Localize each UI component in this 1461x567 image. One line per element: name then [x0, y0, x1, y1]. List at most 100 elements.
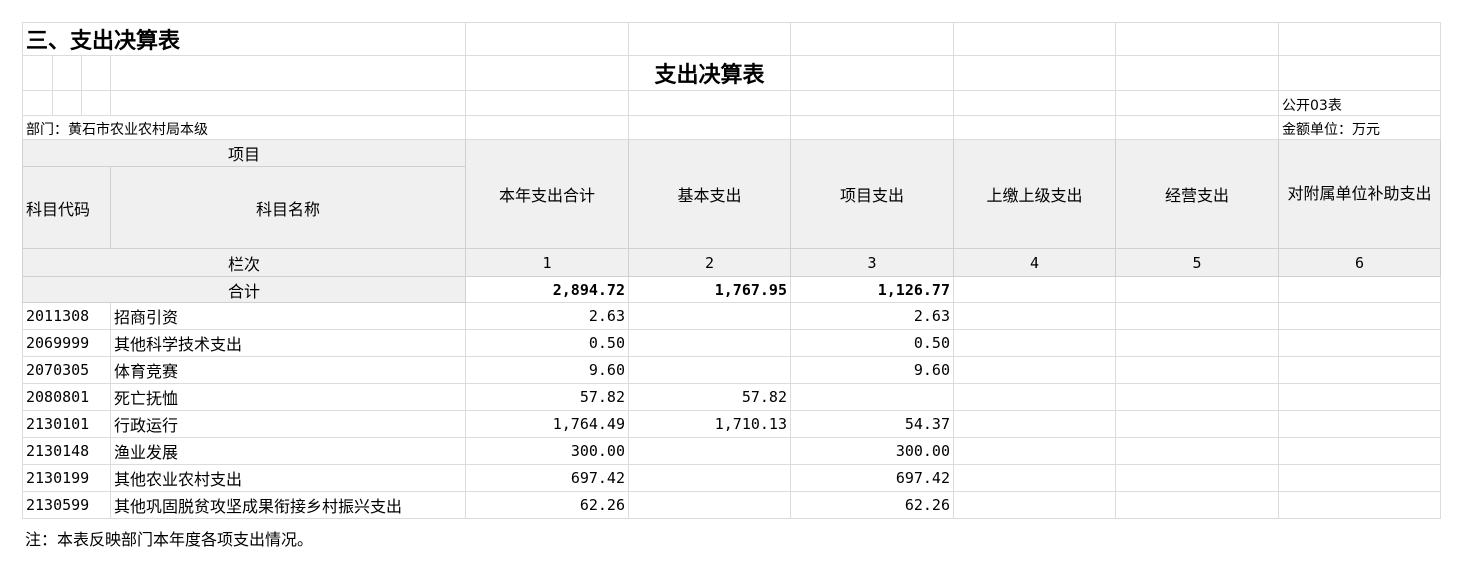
total-row: 合计 2,894.72 1,767.95 1,126.77: [22, 276, 1441, 303]
amount-cell: [628, 329, 791, 357]
table-row: 2069999 其他科学技术支出 0.50 0.50: [22, 329, 1441, 357]
amount-cell: 57.82: [465, 383, 629, 411]
subject-code: 2130101: [22, 410, 111, 438]
header-total-expenditure: 本年支出合计: [465, 139, 629, 249]
header-operating-expenditure: 经营支出: [1115, 139, 1279, 249]
amount-cell: [1115, 302, 1279, 330]
amount-cell: [790, 383, 954, 411]
amount-cell: 2.63: [465, 302, 629, 330]
subject-code: 2080801: [22, 383, 111, 411]
table-row: 2130199 其他农业农村支出 697.42 697.42: [22, 464, 1441, 492]
index-cell: 2: [628, 248, 791, 277]
index-cell: 1: [465, 248, 629, 277]
department-label: 部门：黄石市农业农村局本级: [22, 115, 466, 140]
amount-cell: 9.60: [790, 356, 954, 384]
amount-cell: [1115, 356, 1279, 384]
section-heading: 三、支出决算表: [22, 22, 466, 56]
amount-cell: [1278, 302, 1441, 330]
amount-cell: [1278, 491, 1441, 519]
amount-cell: [1115, 329, 1279, 357]
table-row: 2130599 其他巩固脱贫攻坚成果衔接乡村振兴支出 62.26 62.26: [22, 491, 1441, 519]
subject-code: 2069999: [22, 329, 111, 357]
amount-cell: [1278, 356, 1441, 384]
amount-cell: [953, 383, 1116, 411]
total-cell: [1278, 276, 1441, 303]
amount-cell: [628, 464, 791, 492]
amount-cell: [1278, 410, 1441, 438]
table-title: 支出决算表: [628, 55, 791, 91]
header-project: 项目: [22, 139, 466, 167]
amount-cell: 300.00: [465, 437, 629, 465]
amount-cell: [628, 437, 791, 465]
amount-cell: [1115, 437, 1279, 465]
subject-name: 其他巩固脱贫攻坚成果衔接乡村振兴支出: [110, 491, 466, 519]
header-code: 科目代码: [22, 166, 111, 249]
subject-code: 2011308: [22, 302, 111, 330]
amount-cell: [1115, 491, 1279, 519]
expenditure-table: 三、支出决算表 支出决算表 公开03表 部门：黄石市农业农村局本级 金额单位：万…: [22, 22, 1441, 519]
subject-name: 死亡抚恤: [110, 383, 466, 411]
amount-cell: [953, 464, 1116, 492]
amount-cell: [1278, 464, 1441, 492]
amount-cell: 0.50: [465, 329, 629, 357]
amount-cell: 1,710.13: [628, 410, 791, 438]
subject-name: 行政运行: [110, 410, 466, 438]
amount-cell: [1115, 410, 1279, 438]
subject-code: 2130148: [22, 437, 111, 465]
table-row: 2080801 死亡抚恤 57.82 57.82: [22, 383, 1441, 411]
subject-code: 2130599: [22, 491, 111, 519]
index-cell: 6: [1278, 248, 1441, 277]
amount-cell: 1,764.49: [465, 410, 629, 438]
amount-cell: [1115, 464, 1279, 492]
header-basic-expenditure: 基本支出: [628, 139, 791, 249]
subject-name: 其他科学技术支出: [110, 329, 466, 357]
form-number: 公开03表: [1278, 90, 1441, 116]
total-cell: 1,767.95: [628, 276, 791, 303]
total-cell: 2,894.72: [465, 276, 629, 303]
table-row: 2130148 渔业发展 300.00 300.00: [22, 437, 1441, 465]
amount-cell: [953, 302, 1116, 330]
index-cell: 3: [790, 248, 954, 277]
amount-cell: 2.63: [790, 302, 954, 330]
index-cell: 4: [953, 248, 1116, 277]
table-row: 2070305 体育竞赛 9.60 9.60: [22, 356, 1441, 384]
amount-cell: [1278, 437, 1441, 465]
index-cell: 5: [1115, 248, 1279, 277]
header-remit-expenditure: 上缴上级支出: [953, 139, 1116, 249]
amount-cell: [953, 356, 1116, 384]
subject-name: 渔业发展: [110, 437, 466, 465]
amount-cell: [953, 437, 1116, 465]
amount-cell: 300.00: [790, 437, 954, 465]
subject-name: 其他农业农村支出: [110, 464, 466, 492]
subject-name: 体育竞赛: [110, 356, 466, 384]
table-row: 2130101 行政运行 1,764.49 1,710.13 54.37: [22, 410, 1441, 438]
amount-cell: [1115, 383, 1279, 411]
total-cell: [953, 276, 1116, 303]
amount-cell: 9.60: [465, 356, 629, 384]
amount-cell: 697.42: [790, 464, 954, 492]
footnote: 注：本表反映部门本年度各项支出情况。: [25, 530, 314, 549]
row-index-label: 栏次: [22, 248, 466, 277]
subject-code: 2130199: [22, 464, 111, 492]
amount-cell: [628, 491, 791, 519]
total-cell: 1,126.77: [790, 276, 954, 303]
amount-cell: [953, 491, 1116, 519]
subject-name: 招商引资: [110, 302, 466, 330]
subject-code: 2070305: [22, 356, 111, 384]
amount-cell: [628, 302, 791, 330]
amount-cell: 0.50: [790, 329, 954, 357]
amount-cell: 57.82: [628, 383, 791, 411]
amount-cell: [953, 410, 1116, 438]
total-cell: [1115, 276, 1279, 303]
amount-cell: 62.26: [790, 491, 954, 519]
amount-cell: [953, 329, 1116, 357]
header-subsidy-expenditure: 对附属单位补助支出: [1278, 139, 1441, 249]
amount-cell: [628, 356, 791, 384]
table-row: 2011308 招商引资 2.63 2.63: [22, 302, 1441, 330]
header-name: 科目名称: [110, 166, 466, 249]
total-label: 合计: [22, 276, 466, 303]
amount-cell: 54.37: [790, 410, 954, 438]
amount-cell: [1278, 383, 1441, 411]
amount-cell: 697.42: [465, 464, 629, 492]
header-project-expenditure: 项目支出: [790, 139, 954, 249]
